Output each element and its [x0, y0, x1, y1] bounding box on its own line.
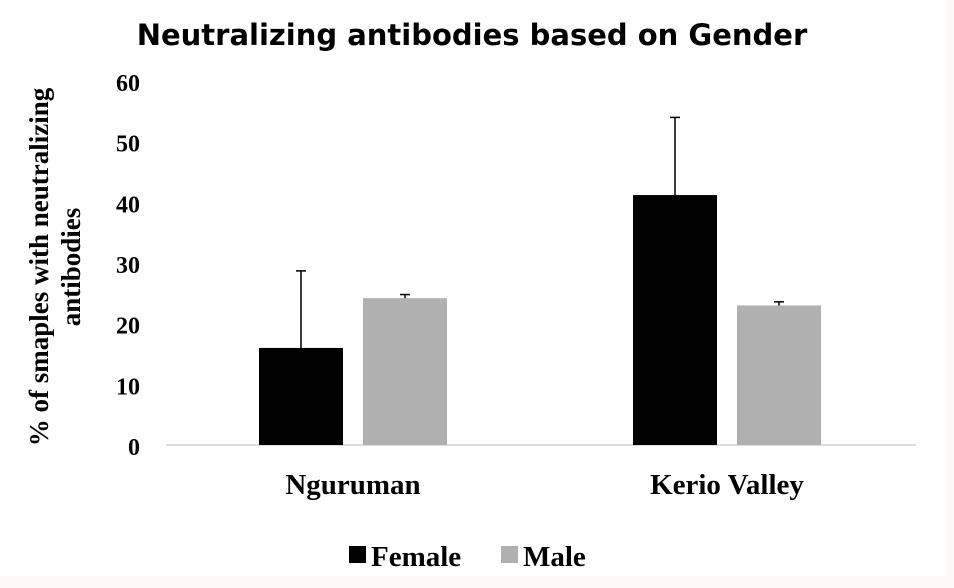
y-tick-label: 40 — [116, 192, 140, 218]
bar-male-nguruman — [363, 298, 447, 445]
legend-swatch — [349, 546, 366, 563]
chart-title: Neutralizing antibodies based on Gender — [137, 18, 808, 52]
bar-female-nguruman — [259, 347, 343, 445]
chart-panel — [0, 0, 946, 576]
x-axis-ticks: Nguruman Kerio Valley — [285, 469, 804, 501]
y-tick-label: 30 — [116, 253, 140, 279]
x-tick-label: Kerio Valley — [650, 469, 804, 501]
y-axis-ticks: 0 10 20 30 40 50 60 — [116, 71, 140, 461]
y-axis-label: % of smaples with neutralizing antibodie… — [24, 87, 86, 446]
y-axis-label-line-1: % of smaples with neutralizing — [24, 87, 54, 446]
legend-swatch — [501, 546, 518, 563]
bar-series — [259, 116, 821, 445]
y-tick-label: 20 — [116, 314, 140, 340]
bar-female-kerio-valley — [633, 195, 717, 445]
bar-male-kerio-valley — [737, 305, 821, 445]
legend-label: Male — [523, 541, 586, 573]
y-tick-label: 60 — [116, 71, 140, 97]
y-tick-label: 50 — [116, 132, 140, 158]
y-axis-label-line-2: antibodies — [56, 208, 86, 327]
y-tick-label: 10 — [116, 374, 140, 400]
legend-label: Female — [371, 541, 461, 573]
x-tick-label: Nguruman — [285, 469, 420, 501]
legend: Female Male — [349, 541, 586, 573]
y-tick-label: 0 — [128, 435, 140, 461]
